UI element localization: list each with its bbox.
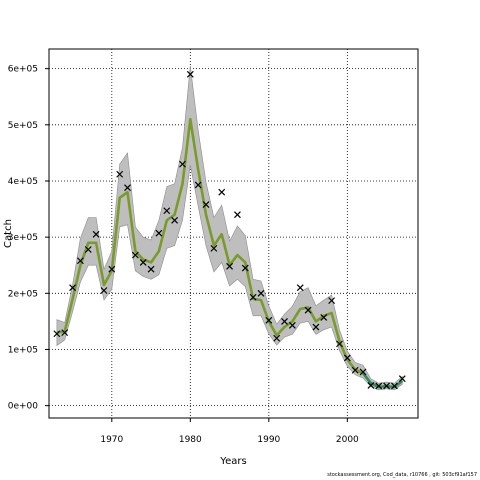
observed-catch-points <box>53 70 406 390</box>
observed-catch-point <box>383 382 391 390</box>
observed-catch-point <box>155 229 163 237</box>
observed-catch-point <box>131 251 139 259</box>
y-tick-label: 6e+05 <box>8 65 38 75</box>
observed-catch-point <box>92 230 100 238</box>
observed-catch-point <box>100 287 108 294</box>
x-axis-title: Years <box>219 456 246 467</box>
observed-catch-point <box>147 265 155 273</box>
observed-catch-point <box>320 314 328 321</box>
observed-catch-point <box>171 216 179 224</box>
y-tick-label: 0e+00 <box>8 402 39 412</box>
x-tick-label: 1980 <box>179 435 202 445</box>
observed-catch-point <box>84 246 92 253</box>
observed-catch-point <box>108 265 116 273</box>
source-footnote: stockassessment.org, Cod_data, r10766 , … <box>327 472 477 478</box>
observed-catch-point <box>61 329 69 337</box>
observed-catch-point <box>163 207 171 215</box>
observed-catch-point <box>296 284 304 292</box>
x-axis: 1970 1980 1990 2000 <box>100 418 359 445</box>
observed-catch-point <box>53 330 61 338</box>
observed-catch-point <box>202 201 210 208</box>
observed-catch-point <box>226 262 233 270</box>
observed-catch-point <box>116 170 124 178</box>
fitted-catch-line-segment <box>361 372 404 389</box>
observed-catch-point <box>351 366 359 374</box>
observed-catch-point <box>186 70 194 78</box>
observed-catch-point <box>336 340 343 348</box>
fitted-catch-line-segment <box>56 117 364 375</box>
y-tick-label: 2e+05 <box>8 289 38 299</box>
observed-catch-point <box>139 259 147 266</box>
observed-catch-point <box>288 321 296 329</box>
observed-catch-point <box>367 382 375 389</box>
y-tick-label: 5e+05 <box>8 121 38 131</box>
observed-catch-point <box>304 306 312 314</box>
observed-catch-point <box>69 284 76 292</box>
observed-catch-point <box>179 160 186 168</box>
observed-catch-point <box>328 297 336 305</box>
y-axis-title: Catch <box>3 219 14 248</box>
observed-catch-point <box>210 244 218 252</box>
y-tick-label: 1e+05 <box>8 345 38 355</box>
confidence-band <box>56 65 403 391</box>
observed-catch-point <box>398 375 406 383</box>
y-tick-label: 3e+05 <box>8 233 38 243</box>
observed-catch-point <box>194 181 202 189</box>
observed-catch-point <box>249 293 257 301</box>
observed-catch-point <box>241 264 249 272</box>
observed-catch-point <box>359 368 367 376</box>
observed-catch-point <box>391 382 398 390</box>
y-axis: 0e+00 1e+05 2e+05 3e+05 4e+05 5e+05 6e+05 <box>8 65 49 412</box>
observed-catch-point <box>281 317 288 325</box>
observed-catch-point <box>312 323 320 331</box>
observed-catch-point <box>273 334 281 342</box>
observed-catch-point <box>218 188 226 196</box>
observed-catch-point <box>257 289 265 297</box>
fitted-catch-line <box>56 117 404 389</box>
x-tick-label: 1970 <box>100 435 123 445</box>
observed-catch-point <box>343 354 351 362</box>
observed-catch-point <box>375 382 383 390</box>
observed-catch-point <box>234 211 241 219</box>
observed-catch-point <box>124 184 131 192</box>
x-tick-label: 2000 <box>336 435 359 445</box>
y-tick-label: 4e+05 <box>8 177 38 187</box>
x-tick-label: 1990 <box>257 435 280 445</box>
plot-frame <box>48 48 419 419</box>
observed-catch-point <box>76 257 84 265</box>
confidence-band-area <box>56 65 403 391</box>
observed-catch-point <box>265 316 273 324</box>
